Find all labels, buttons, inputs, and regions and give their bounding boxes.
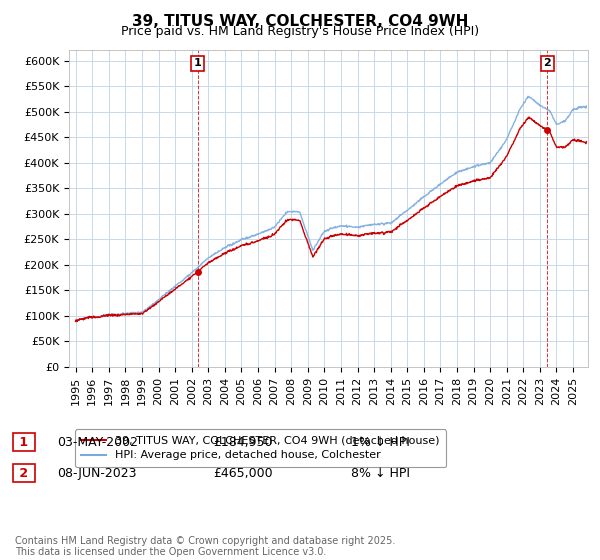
- Text: £184,950: £184,950: [213, 436, 272, 449]
- Text: 1: 1: [15, 436, 32, 449]
- Text: Contains HM Land Registry data © Crown copyright and database right 2025.
This d: Contains HM Land Registry data © Crown c…: [15, 535, 395, 557]
- Text: 03-MAY-2002: 03-MAY-2002: [57, 436, 138, 449]
- Text: Price paid vs. HM Land Registry's House Price Index (HPI): Price paid vs. HM Land Registry's House …: [121, 25, 479, 38]
- Text: 08-JUN-2023: 08-JUN-2023: [57, 466, 137, 480]
- Text: 8% ↓ HPI: 8% ↓ HPI: [351, 466, 410, 480]
- Text: £465,000: £465,000: [213, 466, 272, 480]
- Text: 39, TITUS WAY, COLCHESTER, CO4 9WH: 39, TITUS WAY, COLCHESTER, CO4 9WH: [132, 14, 468, 29]
- Text: 2: 2: [15, 466, 32, 480]
- Text: 1% ↓ HPI: 1% ↓ HPI: [351, 436, 410, 449]
- Text: 2: 2: [544, 58, 551, 68]
- Legend: 39, TITUS WAY, COLCHESTER, CO4 9WH (detached house), HPI: Average price, detache: 39, TITUS WAY, COLCHESTER, CO4 9WH (deta…: [74, 430, 446, 467]
- Text: 1: 1: [194, 58, 202, 68]
